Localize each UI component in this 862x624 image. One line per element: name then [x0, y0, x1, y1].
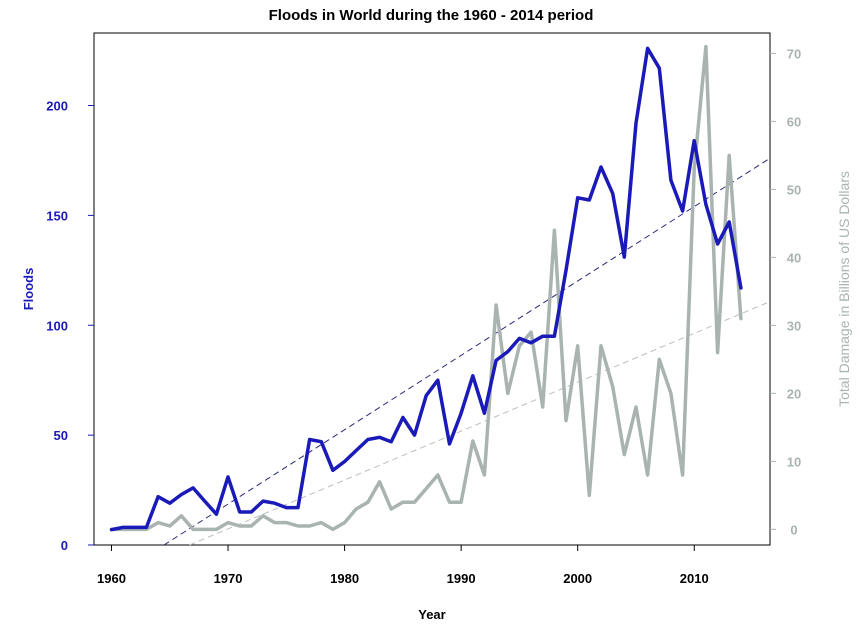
damage-trendline	[189, 301, 771, 546]
y-right-tick-label: 50	[787, 182, 801, 197]
trendlines	[163, 157, 771, 546]
y-right-tick-label: 0	[790, 522, 797, 537]
y-right-tick-label: 40	[787, 250, 801, 265]
x-tick-label: 2000	[563, 571, 592, 586]
x-tick-label: 1990	[447, 571, 476, 586]
damage-series-line	[109, 44, 743, 532]
x-axis-label: Year	[418, 607, 445, 622]
y-left-tick-label: 200	[46, 99, 68, 114]
floods-trendline	[163, 157, 771, 546]
y-right-tick-label: 70	[787, 46, 801, 61]
floods-series-line	[109, 46, 743, 532]
x-tick-label: 2010	[680, 571, 709, 586]
y-left-tick-label: 0	[61, 538, 68, 553]
chart-title: Floods in World during the 1960 - 2014 p…	[269, 7, 594, 24]
y-right-tick-label: 30	[787, 318, 801, 333]
x-tick-label: 1980	[330, 571, 359, 586]
y-axis-right-label: Total Damage in Billions of US Dollars	[836, 171, 852, 407]
x-tick-label: 1960	[97, 571, 126, 586]
plot-frame	[93, 32, 771, 546]
y-axis-left-label: Floods	[21, 268, 36, 311]
x-tick-label: 1970	[214, 571, 243, 586]
y-right-tick-label: 60	[787, 114, 801, 129]
plot-area	[93, 32, 771, 546]
y-right-tick-label: 10	[787, 454, 801, 469]
x-axis: 1960 1970 1980 1990 2000 2010	[97, 545, 709, 586]
series-lines	[109, 44, 743, 532]
y-axis-right: 0 10 20 30 40 50 60 70	[770, 46, 801, 537]
y-left-tick-label: 150	[46, 208, 68, 223]
y-left-tick-label: 50	[54, 428, 68, 443]
y-left-tick-label: 100	[46, 318, 68, 333]
y-axis-left: 0 50 100 150 200	[46, 99, 94, 553]
y-right-tick-label: 20	[787, 386, 801, 401]
